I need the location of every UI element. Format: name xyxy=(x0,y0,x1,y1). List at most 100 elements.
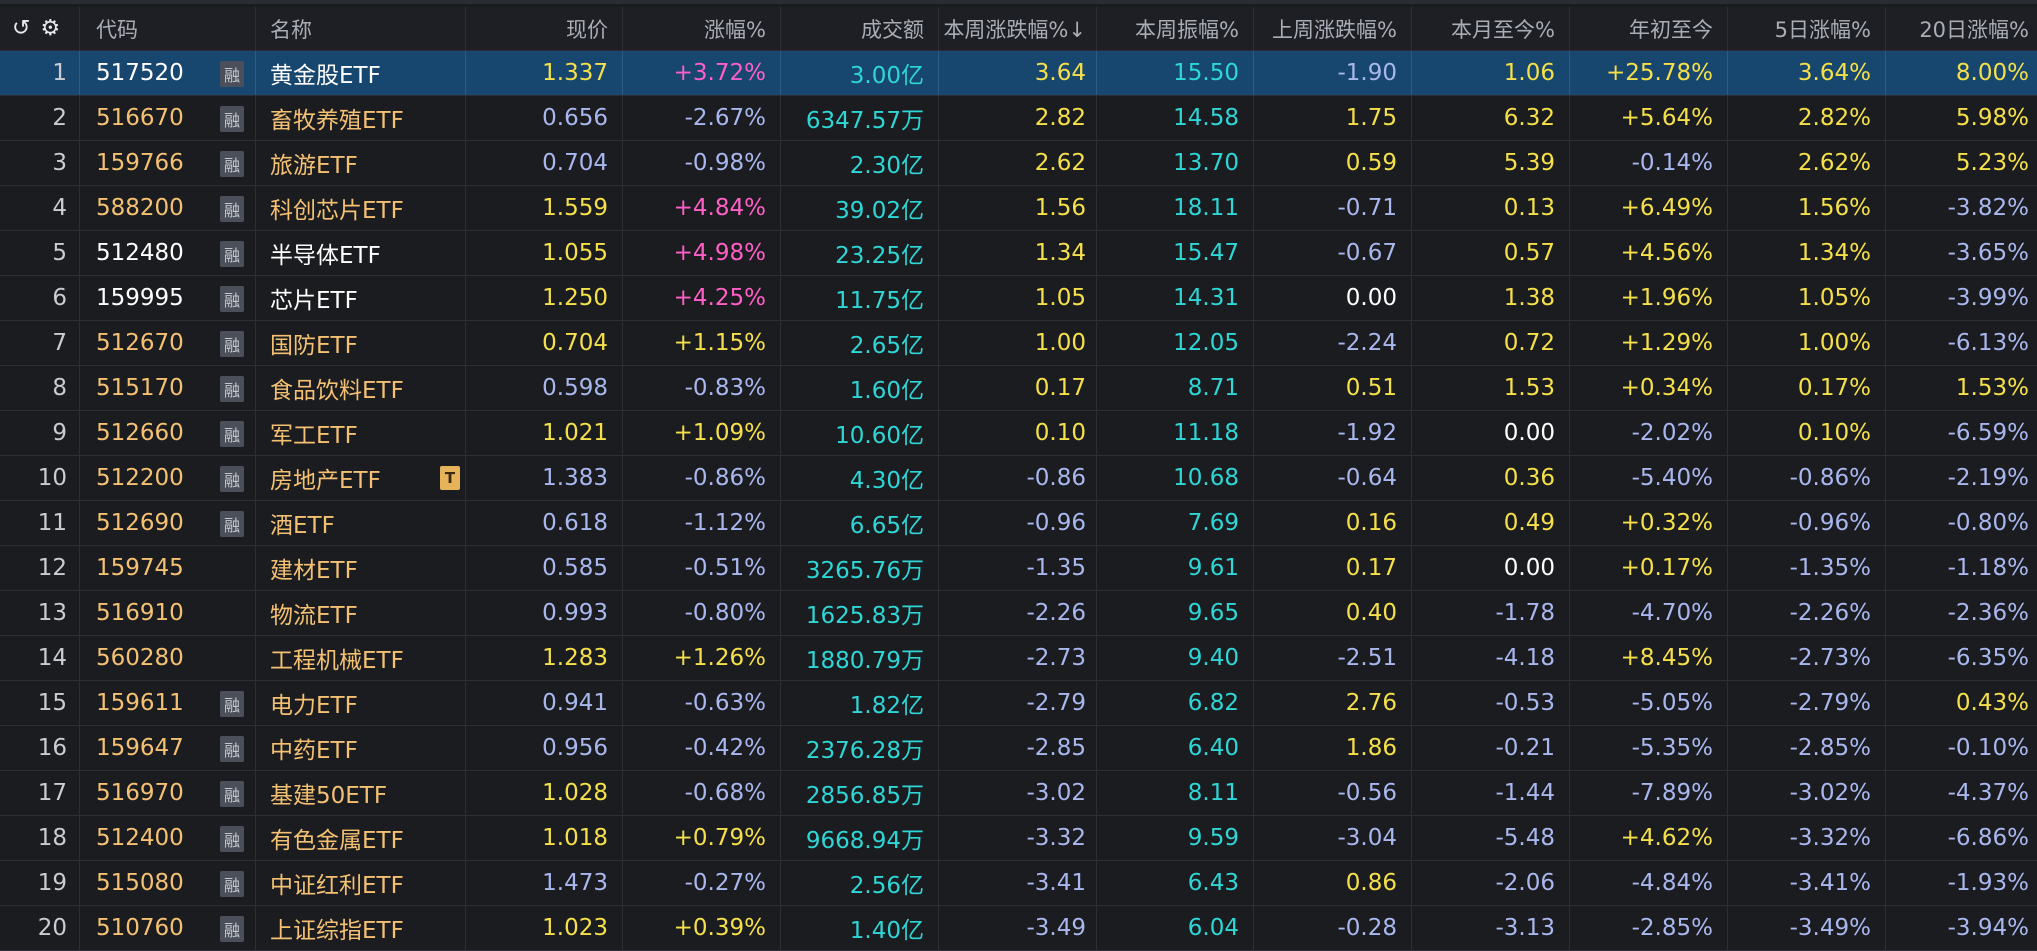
cell-amount: 4.30亿 xyxy=(781,456,939,500)
table-row[interactable]: 6 159995 融芯片ETF 1.250 +4.25% 11.75亿 1.05 14.31 0… xyxy=(0,276,2037,321)
cell-week-change: 2.62 xyxy=(939,141,1097,185)
col-header-name[interactable]: 名称 xyxy=(256,7,466,50)
cell-month-to-date: -1.44 xyxy=(1412,771,1570,815)
name-text: 国防ETF xyxy=(270,333,358,359)
cell-week-change: 2.82 xyxy=(939,96,1097,140)
cell-name[interactable]: 芯片ETF xyxy=(256,276,466,320)
margin-trading-badge: 融 xyxy=(220,106,244,132)
cell-amount: 11.75亿 xyxy=(781,276,939,320)
row-index: 4 xyxy=(0,186,80,230)
cell-month-to-date: -4.18 xyxy=(1412,636,1570,680)
cell-name[interactable]: 房地产ETF T xyxy=(256,456,466,500)
cell-name[interactable]: 旅游ETF xyxy=(256,141,466,185)
cell-last-week-change: 1.86 xyxy=(1254,726,1412,770)
table-row[interactable]: 14 560280 工程机械ETF 1.283 +1.26% 1880.79万 -2.73 9… xyxy=(0,636,2037,681)
col-header-month-to-date[interactable]: 本月至今% xyxy=(1412,7,1570,50)
cell-name[interactable]: 畜牧养殖ETF xyxy=(256,96,466,140)
col-header-20day-change[interactable]: 20日涨幅% xyxy=(1919,17,2029,42)
table-row[interactable]: 1 517520 融黄金股ETF 1.337 +3.72% 3.00亿 3.64 15.50-… xyxy=(0,51,2037,96)
table-row[interactable]: 17 516970 融基建50ETF 1.028 -0.68% 2856.85万 -3.02… xyxy=(0,771,2037,816)
cell-week-change: -3.02 xyxy=(939,771,1097,815)
cell-name[interactable]: 中药ETF xyxy=(256,726,466,770)
cell-5day-change: 1.05% xyxy=(1728,276,1886,320)
col-header-price[interactable]: 现价 xyxy=(466,7,623,50)
cell-name[interactable]: 国防ETF xyxy=(256,321,466,365)
col-header-5day-change[interactable]: 5日涨幅% xyxy=(1728,7,1886,50)
row-index: 13 xyxy=(0,591,80,635)
cell-name[interactable]: 科创芯片ETF xyxy=(256,186,466,230)
cell-5day-change: 2.62% xyxy=(1728,141,1886,185)
cell-5day-change: 1.34% xyxy=(1728,231,1886,275)
cell-price: 1.337 xyxy=(466,51,623,95)
table-row[interactable]: 19 515080 融中证红利ETF 1.473 -0.27% 2.56亿 -3.41 6.4… xyxy=(0,861,2037,906)
row-index: 16 xyxy=(0,726,80,770)
margin-trading-badge: 融 xyxy=(220,466,244,492)
col-header-amount[interactable]: 成交额 xyxy=(781,7,939,50)
cell-name[interactable]: 物流ETF xyxy=(256,591,466,635)
table-row[interactable]: 4 588200 融科创芯片ETF 1.559 +4.84% 39.02亿 1.56 18.1… xyxy=(0,186,2037,231)
cell-name[interactable]: 建材ETF xyxy=(256,546,466,590)
cell-price: 0.618 xyxy=(466,501,623,545)
cell-name[interactable]: 黄金股ETF xyxy=(256,51,466,95)
cell-year-to-date: +4.62% xyxy=(1570,816,1728,860)
col-header-last-week-change[interactable]: 上周涨跌幅% xyxy=(1254,7,1412,50)
cell-amount: 2376.28万 xyxy=(781,726,939,770)
col-header-week-amplitude[interactable]: 本周振幅% xyxy=(1097,7,1254,50)
col-header-change[interactable]: 涨幅% xyxy=(623,7,781,50)
cell-last-week-change: -2.24 xyxy=(1254,321,1412,365)
cell-year-to-date: -7.89% xyxy=(1570,771,1728,815)
table-row[interactable]: 18 512400 融有色金属ETF 1.018 +0.79% 9668.94万 -3.32… xyxy=(0,816,2037,861)
cell-week-change: -2.73 xyxy=(939,636,1097,680)
table-row[interactable]: 20 510760 融上证综指ETF 1.023 +0.39% 1.40亿 -3.49 6.0… xyxy=(0,906,2037,951)
table-row[interactable]: 15 159611 融电力ETF 0.941 -0.63% 1.82亿 -2.79 6.82 2… xyxy=(0,681,2037,726)
cell-code: 159611 融 xyxy=(80,681,256,725)
cell-year-to-date: +8.45% xyxy=(1570,636,1728,680)
col-header-year-to-date[interactable]: 年初至今 xyxy=(1570,7,1728,50)
table-row[interactable]: 12 159745 建材ETF 0.585 -0.51% 3265.76万 -1.35 9.6… xyxy=(0,546,2037,591)
cell-name[interactable]: 酒ETF xyxy=(256,501,466,545)
cell-name[interactable]: 有色金属ETF xyxy=(256,816,466,860)
row-index: 5 xyxy=(0,231,80,275)
cell-5day-change: 2.82% xyxy=(1728,96,1886,140)
name-text: 科创芯片ETF xyxy=(270,198,404,224)
table-row[interactable]: 2 516670 融畜牧养殖ETF 0.656 -2.67% 6347.57万 2.82 14… xyxy=(0,96,2037,141)
cell-change: -0.98% xyxy=(623,141,781,185)
gear-icon[interactable]: ⚙ xyxy=(40,15,61,41)
undo-icon[interactable]: ↺ xyxy=(12,15,31,41)
cell-name[interactable]: 上证综指ETF xyxy=(256,906,466,950)
cell-week-amplitude: 9.59 xyxy=(1097,816,1254,860)
cell-price: 0.956 xyxy=(466,726,623,770)
cell-week-change: 0.17 xyxy=(939,366,1097,410)
cell-code: 512480 融 xyxy=(80,231,256,275)
table-row[interactable]: 3 159766 融旅游ETF 0.704 -0.98% 2.30亿 2.62 13.70 0.… xyxy=(0,141,2037,186)
cell-last-week-change: -0.67 xyxy=(1254,231,1412,275)
cell-change: +0.39% xyxy=(623,906,781,950)
cell-name[interactable]: 军工ETF xyxy=(256,411,466,455)
cell-20day-change: -2.19% xyxy=(1947,465,2029,491)
row-index: 8 xyxy=(0,366,80,410)
cell-week-amplitude: 9.40 xyxy=(1097,636,1254,680)
table-row[interactable]: 5 512480 融半导体ETF 1.055 +4.98% 23.25亿 1.34 15.47… xyxy=(0,231,2037,276)
table-row[interactable]: 9 512660 融军工ETF 1.021 +1.09% 10.60亿 0.10 11.18-… xyxy=(0,411,2037,456)
table-row[interactable]: 7 512670 融国防ETF 0.704 +1.15% 2.65亿 1.00 12.05 -2… xyxy=(0,321,2037,366)
cell-name[interactable]: 基建50ETF xyxy=(256,771,466,815)
col-header-week-change[interactable]: 本周涨跌幅%↓ xyxy=(939,7,1097,50)
cell-name[interactable]: 中证红利ETF xyxy=(256,861,466,905)
cell-name[interactable]: 电力ETF xyxy=(256,681,466,725)
cell-week-change: -1.35 xyxy=(939,546,1097,590)
cell-code: 159995 融 xyxy=(80,276,256,320)
table-row[interactable]: 13 516910 物流ETF 0.993 -0.80% 1625.83万 -2.26 9.6… xyxy=(0,591,2037,636)
cell-price: 1.021 xyxy=(466,411,623,455)
name-text: 房地产ETF xyxy=(270,468,381,494)
table-row[interactable]: 11 512690 融酒ETF 0.618 -1.12% 6.65亿 -0.96 7.69 0.… xyxy=(0,501,2037,546)
table-row[interactable]: 16 159647 融中药ETF 0.956 -0.42% 2376.28万 -2.85 6.… xyxy=(0,726,2037,771)
col-header-code[interactable]: 代码 xyxy=(80,7,256,50)
cell-last-week-change: 1.75 xyxy=(1254,96,1412,140)
cell-code: 512690 融 xyxy=(80,501,256,545)
table-row[interactable]: 10 512200 融房地产ETF T 1.383 -0.86% 4.30亿 -0.86 10.… xyxy=(0,456,2037,501)
cell-week-amplitude: 9.61 xyxy=(1097,546,1254,590)
table-row[interactable]: 8 515170 融食品饮料ETF 0.598 -0.83% 1.60亿 0.17 8.71 0… xyxy=(0,366,2037,411)
cell-name[interactable]: 工程机械ETF xyxy=(256,636,466,680)
cell-name[interactable]: 食品饮料ETF xyxy=(256,366,466,410)
cell-name[interactable]: 半导体ETF xyxy=(256,231,466,275)
